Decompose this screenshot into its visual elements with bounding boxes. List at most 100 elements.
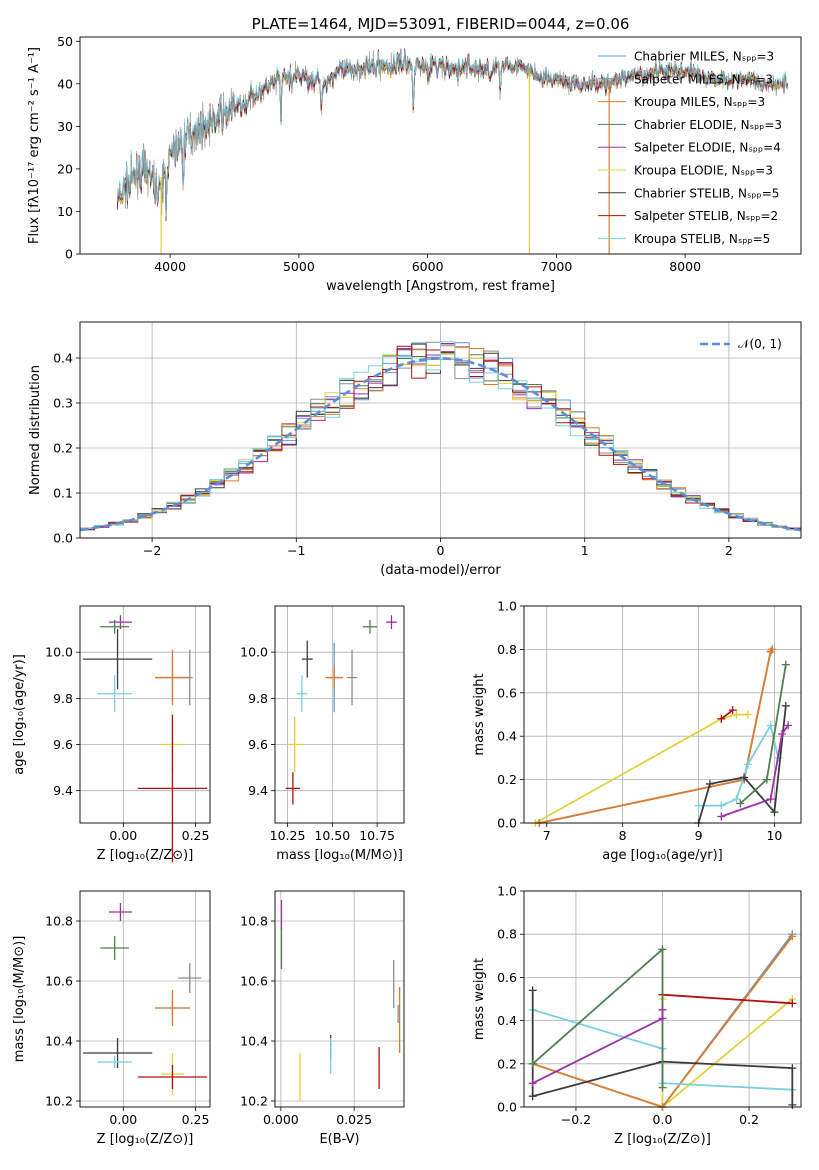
x-tick-label: 0.25 (182, 828, 210, 843)
weight-marker-ks (717, 801, 726, 810)
weight-marker-ce (658, 945, 667, 954)
plot-frame (523, 890, 802, 1108)
y-tick-label: 10 (57, 204, 73, 219)
y-tick-label: 0.3 (53, 396, 73, 411)
x-axis-label: Z [log₁₀(Z/Z⊙)] (97, 1132, 194, 1147)
y-tick-label: 9.4 (53, 783, 73, 798)
weight-marker-ce (781, 660, 790, 669)
x-axis-label: Z [log₁₀(Z/Z⊙)] (614, 1132, 711, 1147)
plot-frame (523, 605, 802, 824)
y-tick-label: 9.8 (248, 691, 268, 706)
y-axis-label: mass weight (472, 673, 487, 755)
y-tick-label: 9.4 (248, 783, 268, 798)
x-tick-label: 4000 (154, 259, 186, 274)
y-axis-label: age [log₁₀(age/yr)] (12, 654, 27, 775)
x-tick-label: 0.00 (109, 828, 137, 843)
x-tick-label: −2 (143, 543, 161, 558)
plot-frame (274, 890, 405, 1108)
legend-label: Salpeter STELIB, Nₛₚₚ=2 (634, 209, 778, 223)
weight-marker-se (658, 1005, 667, 1014)
x-tick-label: 7000 (540, 259, 572, 274)
chart-title: PLATE=1464, MJD=53091, FIBERID=0044, z=0… (252, 15, 630, 33)
x-tick-label: 10.50 (314, 828, 350, 843)
y-tick-label: 9.6 (248, 737, 268, 752)
y-tick-label: 0.8 (497, 642, 517, 657)
weight-line-ss (662, 993, 793, 1005)
y-tick-label: 40 (57, 76, 73, 91)
x-tick-label: 0 (437, 543, 445, 558)
weight-marker-ks (743, 760, 752, 769)
weight-marker-ke (743, 710, 752, 719)
y-tick-label: 10.0 (45, 645, 73, 660)
weight-marker-ks (732, 795, 741, 804)
x-tick-label: 8000 (669, 259, 701, 274)
x-tick-label: 8 (619, 828, 627, 843)
plot-frame (79, 36, 802, 255)
legend-label: Salpeter MILES, Nₛₚₚ=3 (634, 72, 773, 86)
legend-label: Chabrier ELODIE, Nₛₚₚ=3 (634, 118, 782, 132)
x-tick-label: 0.2 (739, 1112, 759, 1127)
x-tick-label: 0.0 (653, 1112, 673, 1127)
y-tick-label: 10.0 (240, 645, 268, 660)
y-tick-label: 1.0 (497, 884, 517, 899)
y-tick-label: 10.2 (45, 1094, 73, 1109)
legend-label: Kroupa STELIB, Nₛₚₚ=5 (634, 232, 770, 246)
plot-frame (79, 321, 802, 539)
x-axis-label: E(B-V) (319, 1132, 359, 1147)
y-tick-label: 0.0 (497, 1100, 517, 1115)
weight-marker-cs (781, 701, 790, 710)
weight-marker-cs (705, 779, 714, 788)
weight-marker-ke (732, 710, 741, 719)
weight-line-ke (661, 998, 793, 1109)
y-tick-label: 0.8 (497, 927, 517, 942)
x-tick-label: 7 (543, 828, 551, 843)
weight-marker-cs (740, 773, 749, 782)
y-tick-label: 1.0 (497, 599, 517, 614)
legend-label: Chabrier STELIB, Nₛₚₚ=5 (634, 186, 779, 200)
y-tick-label: 10.6 (240, 974, 268, 989)
y-tick-label: 10.4 (240, 1034, 268, 1049)
weight-marker-cs (770, 808, 779, 817)
x-tick-label: 2 (725, 543, 733, 558)
weight-marker-se (717, 812, 726, 821)
y-tick-label: 0.6 (497, 685, 517, 700)
weight-marker-se (528, 1079, 537, 1088)
plot-frame (79, 605, 211, 824)
x-tick-label: 10.25 (270, 828, 306, 843)
weight-marker-se (766, 795, 775, 804)
y-axis-label: mass [log₁₀(M/M⊙)] (12, 936, 27, 1063)
x-tick-label: 1 (581, 543, 589, 558)
y-tick-label: 0.4 (53, 351, 73, 366)
weight-line-km (539, 648, 773, 824)
weight-marker-ce (736, 799, 745, 808)
weight-marker-cs (528, 1092, 537, 1101)
y-tick-label: 0.2 (497, 1056, 517, 1071)
legend-label: 𝒩(0, 1) (738, 337, 782, 351)
y-axis-label: mass weight (472, 958, 487, 1040)
weight-marker-ce (762, 775, 771, 784)
legend-label: Kroupa ELODIE, Nₛₚₚ=3 (634, 164, 773, 178)
x-axis-label: (data-model)/error (380, 563, 501, 578)
weight-marker-ks (766, 721, 775, 730)
weight-marker-se (658, 1014, 667, 1023)
x-tick-label: 0.00 (109, 1112, 137, 1127)
weight-marker-km (768, 645, 777, 654)
y-tick-label: 50 (57, 34, 73, 49)
weight-marker-ss (788, 999, 797, 1008)
x-tick-label: 0.025 (336, 1112, 372, 1127)
x-tick-label: 10 (766, 828, 782, 843)
legend-label: Chabrier MILES, Nₛₚₚ=3 (634, 50, 774, 64)
x-axis-label: wavelength [Angstrom, rest frame] (326, 279, 555, 294)
x-tick-label: 5000 (283, 259, 315, 274)
legend-label: Salpeter ELODIE, Nₛₚₚ=4 (634, 141, 781, 155)
x-tick-label: 0.25 (182, 1112, 210, 1127)
y-tick-label: 10.2 (240, 1094, 268, 1109)
weight-marker-cs (788, 1100, 797, 1109)
spectrum-line-ks (116, 50, 788, 217)
plot-frame (79, 890, 211, 1108)
weight-marker-se (778, 730, 787, 739)
y-tick-label: 9.6 (53, 737, 73, 752)
weight-marker-ce (658, 1083, 667, 1092)
y-tick-label: 0.1 (53, 486, 73, 501)
